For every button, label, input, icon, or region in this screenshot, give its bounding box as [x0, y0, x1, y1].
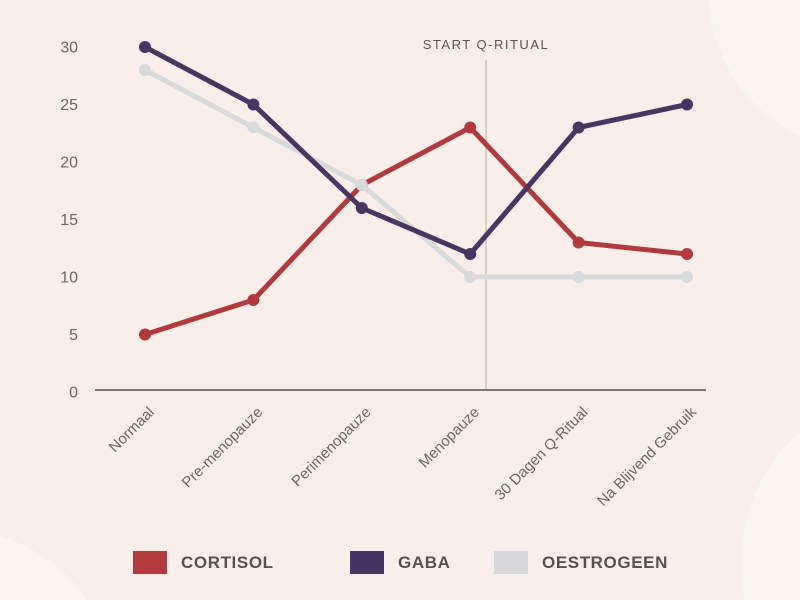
data-point-cortisol	[139, 328, 151, 341]
legend-item-oestrogeen: OESTROGEEN	[494, 551, 668, 574]
legend-label-cortisol: CORTISOL	[181, 553, 274, 572]
chart-legend: CORTISOL GABA OESTROGEEN	[0, 551, 800, 581]
x-category-label: Perimenopauze	[288, 404, 374, 490]
data-point-gaba	[681, 98, 693, 111]
legend-swatch-cortisol	[133, 551, 167, 574]
x-category-label: Menopauze	[416, 404, 483, 471]
series-line-cortisol	[142, 125, 690, 337]
x-category-label: Pre-menopauze	[179, 404, 266, 491]
legend-item-gaba: GABA	[350, 551, 450, 574]
data-point-oestrogeen	[464, 271, 477, 283]
data-point-cortisol	[572, 236, 585, 249]
data-point-cortisol	[247, 294, 260, 306]
legend-item-cortisol: CORTISOL	[133, 551, 274, 574]
data-point-oestrogeen	[681, 271, 693, 283]
y-tick-label: 0	[69, 385, 78, 402]
data-point-gaba	[355, 202, 368, 214]
data-point-gaba	[139, 41, 151, 53]
x-category-label: Na Blijvend Gebruik	[594, 403, 700, 509]
legend-label-gaba: GABA	[398, 553, 451, 572]
data-point-gaba	[572, 121, 585, 134]
data-point-oestrogeen	[355, 179, 368, 191]
y-tick-label: 20	[60, 155, 78, 172]
data-point-oestrogeen	[139, 64, 151, 76]
y-tick-label: 10	[60, 270, 78, 287]
data-point-cortisol	[681, 248, 693, 260]
data-point-oestrogeen	[572, 271, 585, 283]
data-point-gaba	[464, 248, 477, 260]
series-line-gaba	[142, 44, 690, 257]
y-tick-label: 5	[69, 327, 78, 344]
legend-label-oestrogeen: OESTROGEEN	[542, 553, 668, 572]
data-point-gaba	[247, 98, 260, 111]
y-tick-label: 25	[60, 97, 78, 114]
x-category-label: 30 Dagen Q-Ritual	[492, 404, 592, 504]
y-tick-label: 30	[60, 40, 78, 57]
y-tick-label: 15	[60, 212, 78, 229]
annotation-label: START Q-RITUAL	[423, 37, 549, 52]
legend-swatch-oestrogeen	[494, 551, 528, 574]
legend-swatch-gaba	[350, 551, 384, 574]
x-category-label: Normaal	[106, 404, 158, 456]
data-point-cortisol	[464, 121, 477, 134]
data-point-oestrogeen	[247, 121, 260, 134]
